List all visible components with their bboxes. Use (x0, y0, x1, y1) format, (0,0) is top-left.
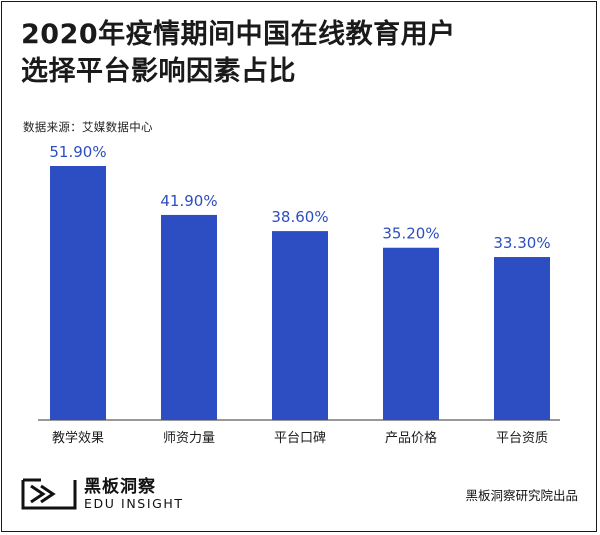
category-label-4: 产品价格 (385, 430, 437, 446)
logo-chinese-name: 黑板洞察 (84, 477, 156, 497)
category-label-5: 平台资质 (496, 431, 548, 446)
bar-3 (272, 231, 328, 420)
category-label-3: 平台口碑 (274, 430, 326, 446)
value-label-1: 51.90% (49, 143, 106, 161)
category-label-1: 教学效果 (52, 430, 104, 446)
category-label-2: 师资力量 (163, 431, 215, 446)
credit-text: 黑板洞察研究院出品 (465, 488, 578, 503)
bar-1 (50, 166, 106, 420)
bar-5 (494, 257, 550, 420)
title-line-2: 选择平台影响因素占比 (21, 56, 296, 87)
edu-insight-logo-icon (21, 478, 77, 510)
data-source: 数据来源：艾媒数据中心 (23, 120, 153, 134)
brand-logo: 黑板洞察 EDU INSIGHT (21, 472, 241, 516)
chart-title: 2020年疫情期间中国在线教育用户 选择平台影响因素占比 (21, 16, 581, 90)
value-label-2: 41.90% (160, 192, 217, 210)
title-line-1: 2020年疫情期间中国在线教育用户 (21, 19, 456, 50)
value-label-4: 35.20% (382, 225, 439, 243)
bar-4 (383, 247, 439, 420)
logo-english-name: EDU INSIGHT (84, 496, 184, 511)
bar-2 (161, 214, 217, 420)
value-label-5: 33.30% (493, 234, 550, 252)
value-label-3: 38.60% (271, 208, 328, 226)
